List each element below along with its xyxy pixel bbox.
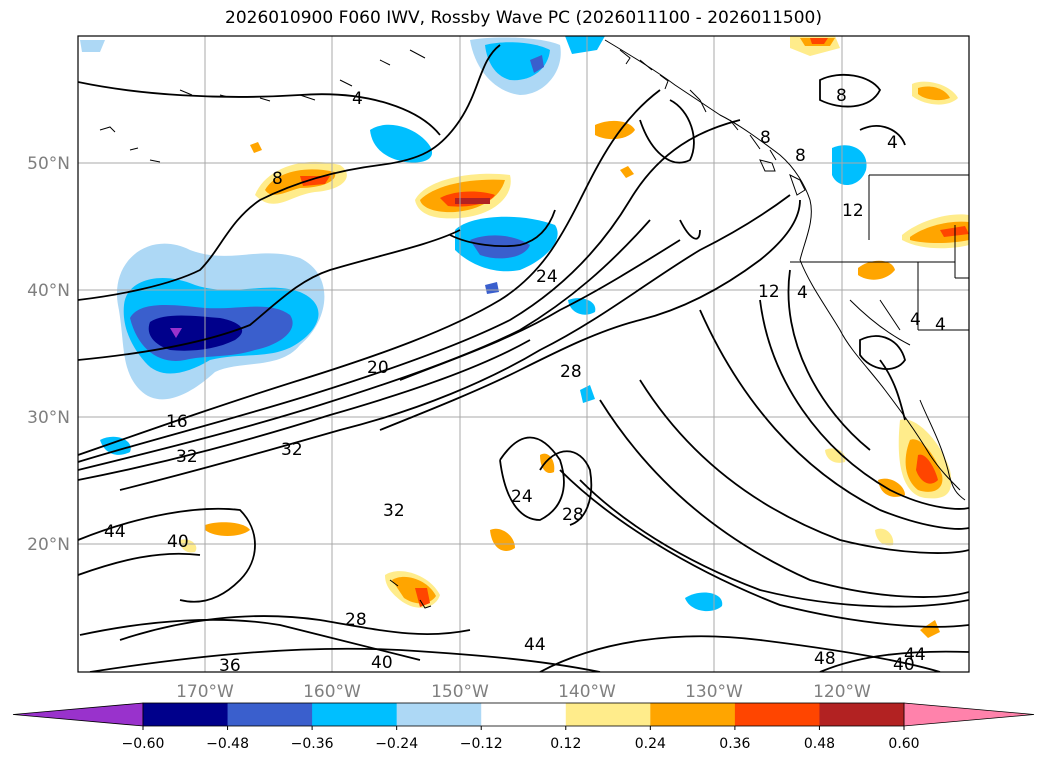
contour-label: 28	[345, 610, 367, 630]
contour-label: 4	[935, 315, 946, 335]
colorbar-segment	[650, 703, 736, 726]
contour-label: 32	[176, 447, 198, 467]
contour-label: 44	[524, 635, 546, 655]
map-title: 2026010900 F060 IWV, Rossby Wave PC (202…	[225, 8, 822, 28]
contour-label: 16	[166, 412, 188, 432]
contour-label: 8	[272, 169, 283, 189]
map-frame	[77, 35, 970, 673]
colorbar-tick-label: −0.24	[375, 736, 418, 752]
contour-label: 8	[836, 86, 847, 106]
contour-label: 4	[910, 310, 921, 330]
colorbar-segment	[312, 703, 398, 726]
contour-label: 24	[511, 487, 533, 507]
colorbar-tick-label: 0.60	[888, 736, 919, 752]
contour-label: 32	[281, 440, 303, 460]
colorbar-tick-label: 0.36	[719, 736, 750, 752]
lon-tick-label: 120°W	[813, 682, 871, 702]
colorbar-border	[142, 702, 905, 727]
contour-label: 40	[893, 655, 915, 675]
contour-label: 8	[760, 128, 771, 148]
lon-tick-label: 130°W	[685, 682, 743, 702]
colorbar-segment	[819, 703, 905, 726]
contour-label: 32	[383, 501, 405, 521]
contour-label: 24	[536, 267, 558, 287]
colorbar: −0.60 −0.48 −0.36 −0.24 −0.12 0.12 0.24 0.36 0.4…	[12, 702, 1035, 752]
colorbar-segment	[227, 703, 313, 726]
contour-label: 44	[904, 645, 926, 665]
iwv-contours	[78, 44, 969, 672]
contour-label: 36	[219, 656, 241, 676]
colorbar-tick-label: −0.48	[206, 736, 249, 752]
contour-label: 28	[562, 505, 584, 525]
colorbar-segment	[143, 703, 229, 726]
contour-label: 28	[560, 362, 582, 382]
colorbar-extend-high	[903, 702, 1035, 727]
colorbar-segment	[565, 703, 651, 726]
contour-label: 48	[814, 649, 836, 669]
lon-tick-label: 170°W	[176, 682, 234, 702]
lon-axis: 170°W 160°W 150°W 140°W 130°W 120°W	[176, 682, 871, 702]
colorbar-tick-label: −0.60	[122, 736, 165, 752]
colorbar-tick-label: −0.12	[460, 736, 503, 752]
colorbar-segment	[734, 703, 820, 726]
lat-tick-label: 30°N	[27, 408, 70, 428]
colorbar-segment	[396, 703, 482, 726]
contour-labels: 4 8 8 8 8 4 12 12 4 4 4 16 20 24 28 32 3…	[104, 86, 946, 676]
lat-tick-label: 40°N	[27, 281, 70, 301]
graticule	[78, 36, 969, 672]
contour-label: 8	[795, 146, 806, 166]
lat-tick-label: 50°N	[27, 154, 70, 174]
colorbar-segment	[481, 703, 567, 726]
colorbar-tick-label: 0.24	[635, 736, 666, 752]
colorbar-tick-label: 0.48	[804, 736, 835, 752]
lon-tick-label: 160°W	[303, 682, 361, 702]
lat-axis: 50°N 40°N 30°N 20°N	[27, 154, 70, 555]
contour-label: 44	[104, 522, 126, 542]
contour-label: 40	[371, 653, 393, 673]
lon-tick-label: 150°W	[431, 682, 489, 702]
contour-label: 4	[352, 89, 363, 109]
contour-label: 40	[167, 532, 189, 552]
contour-label: 4	[887, 133, 898, 153]
contour-label: 12	[842, 201, 864, 221]
colorbar-tick-label: −0.36	[291, 736, 334, 752]
lon-tick-label: 140°W	[558, 682, 616, 702]
colorbar-extend-low	[12, 702, 144, 727]
contour-label: 20	[367, 358, 389, 378]
contour-label: 4	[797, 283, 808, 303]
contour-label: 12	[758, 282, 780, 302]
lat-tick-label: 20°N	[27, 535, 70, 555]
colorbar-tick-label: 0.12	[550, 736, 581, 752]
